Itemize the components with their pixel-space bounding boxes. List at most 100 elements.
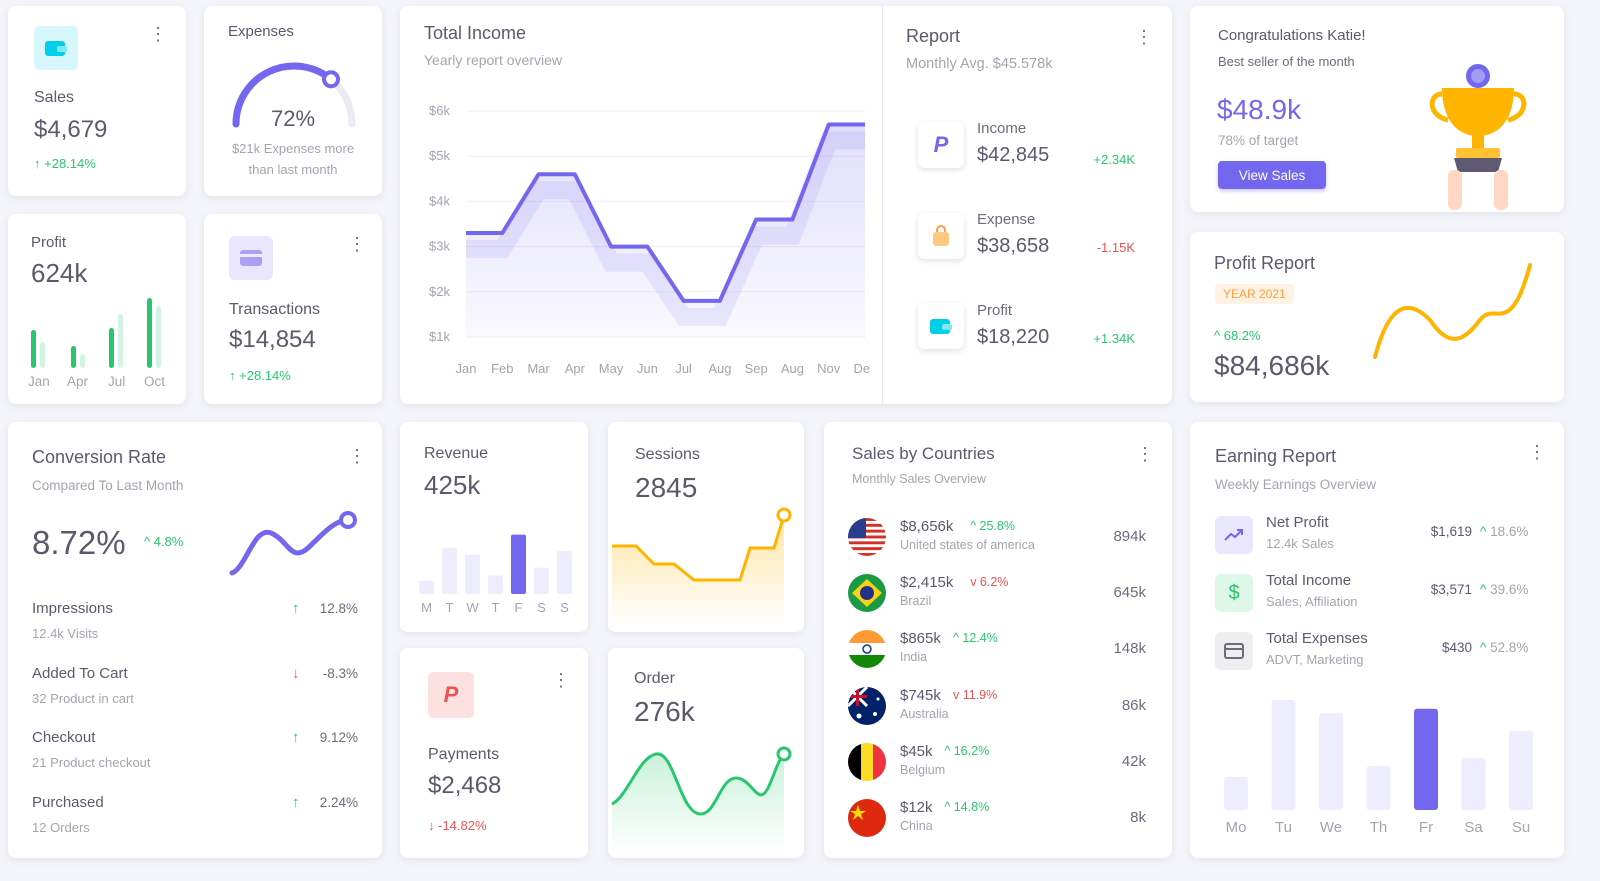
earning-day-label: Tu: [1275, 819, 1292, 836]
revenue-value: 425k: [424, 470, 481, 500]
profit-report-card: Profit Report YEAR 2021 ^ 68.2% $84,686k: [1190, 232, 1564, 402]
x-tick-label: Jun: [637, 361, 658, 376]
profit-report-line-chart: [1373, 263, 1532, 359]
arrow-up-icon: ↑: [229, 368, 240, 383]
revenue-day-label: S: [560, 600, 569, 615]
revenue-bar: [465, 554, 480, 594]
metric-sub: 32 Product in cart: [32, 690, 134, 706]
sales-value: $4,679: [34, 116, 108, 143]
revenue-day-label: S: [537, 600, 546, 615]
earning-bar: [1224, 777, 1248, 810]
x-tick-label: Apr: [565, 361, 586, 376]
revenue-day-label: T: [446, 600, 454, 615]
x-tick-label: Sep: [745, 361, 768, 376]
report-subtitle: Monthly Avg. $45.578k: [906, 56, 1053, 72]
earning-subtitle: Weekly Earnings Overview: [1215, 477, 1377, 492]
credit-card-icon: [229, 236, 273, 280]
year-badge: YEAR 2021: [1215, 284, 1294, 304]
revenue-day-label: M: [421, 600, 432, 615]
revenue-label: Revenue: [424, 445, 489, 462]
profit-value: 624k: [31, 258, 88, 288]
total-income-chart: $6k $5k $4k $3k $2k $1k Jan Feb Mar Apr May Jun Jul A…: [429, 103, 870, 376]
countries-menu-button[interactable]: [1136, 444, 1152, 464]
country-amount: $865k: [900, 630, 941, 648]
congrats-value: $48.9k: [1217, 94, 1302, 125]
earning-bar: [1366, 766, 1391, 810]
order-value: 276k: [634, 696, 695, 727]
earning-bar-chart: Mo Tu We Th Fr Sa Su: [1224, 700, 1533, 836]
report-profit-change: +1.34K: [1093, 331, 1135, 346]
vertical-divider: [882, 6, 883, 404]
profit-report-change: ^ 68.2%: [1214, 328, 1261, 343]
country-change: v 6.2%: [970, 575, 1009, 590]
earning-day-label: Fr: [1419, 819, 1433, 836]
earning-change: ^ 39.6%: [1480, 582, 1529, 597]
metric-label: Impressions: [32, 600, 113, 617]
transactions-menu-button[interactable]: [348, 234, 364, 254]
payments-change: ↓ -14.82%: [428, 818, 487, 833]
credit-card-icon: [1215, 632, 1253, 670]
arrow-up-icon: ↑: [292, 729, 300, 746]
view-sales-button[interactable]: View Sales: [1218, 161, 1326, 189]
earning-bar: [1271, 700, 1296, 810]
gauge-knob: [322, 70, 340, 89]
shopping-bag-icon: [918, 213, 964, 259]
chevron-down-icon: v: [970, 575, 980, 590]
australia-flag-icon: [848, 686, 886, 725]
report-expense-label: Expense: [977, 211, 1036, 228]
earning-menu-button[interactable]: [1528, 442, 1544, 462]
country-name: Brazil: [900, 594, 932, 609]
revenue-bar: [442, 547, 457, 594]
country-name: United states of america: [900, 538, 1035, 552]
expenses-gauge: [232, 62, 356, 128]
metric-arrow: ↑: [292, 729, 300, 746]
x-tick-label: Aug: [781, 361, 804, 376]
order-card: Order 276k: [608, 648, 804, 858]
earning-bar: [1509, 730, 1533, 810]
x-tick-label: Mar: [527, 361, 550, 376]
sessions-label: Sessions: [635, 446, 700, 463]
sales-label: Sales: [34, 89, 75, 106]
expenses-label: Expenses: [228, 23, 294, 40]
congrats-subtitle: Best seller of the month: [1218, 54, 1355, 69]
y-tick-label: $2k: [429, 284, 450, 299]
sales-menu-button[interactable]: [149, 24, 165, 44]
sales-change: ↑ +28.14%: [34, 156, 96, 171]
country-amount: $745k: [900, 686, 941, 704]
country-change: ^ 16.2%: [944, 743, 990, 758]
chevron-up-icon: ^: [1480, 524, 1491, 539]
report-profit-label: Profit: [977, 302, 1013, 319]
china-flag-icon: [848, 799, 886, 837]
expenses-percent: 72%: [270, 106, 316, 131]
transactions-card: Transactions $14,854 ↑ +28.14%: [204, 214, 382, 404]
income-line: [466, 122, 865, 303]
earning-sub: ADVT, Marketing: [1266, 652, 1364, 667]
profit-month-oct: Oct: [144, 374, 166, 389]
x-tick-label: Feb: [491, 361, 513, 376]
conversion-title: Conversion Rate: [32, 447, 167, 467]
conversion-line-chart: [229, 511, 357, 576]
chevron-up-icon: ^: [953, 631, 963, 646]
arrow-up-icon: ↑: [34, 156, 45, 171]
metric-change: 9.12%: [319, 730, 358, 745]
earning-value: $1,619: [1430, 524, 1472, 539]
expenses-note-1: $21k Expenses more: [231, 141, 355, 156]
country-total: 645k: [1113, 584, 1146, 602]
payments-menu-button[interactable]: [552, 670, 568, 690]
expenses-card: Expenses 72% $21k Expenses more than las…: [204, 6, 382, 196]
metric-label: Checkout: [32, 729, 96, 746]
metric-label: Purchased: [32, 793, 104, 811]
conversion-menu-button[interactable]: [348, 446, 364, 466]
earning-report-card: Earning Report Weekly Earnings Overview …: [1190, 422, 1564, 858]
conversion-rate-card: Conversion Rate Compared To Last Month 8…: [8, 422, 382, 858]
metric-label: Added To Cart: [32, 664, 128, 682]
revenue-bar: [557, 551, 572, 594]
x-tick-label: May: [599, 361, 624, 376]
arrow-up-icon: ↑: [292, 793, 300, 811]
chevron-up-icon: ^: [1480, 640, 1491, 655]
country-total: 42k: [1121, 752, 1146, 770]
chevron-down-icon: v: [953, 687, 963, 702]
report-menu-button[interactable]: [1135, 27, 1151, 47]
earning-sub: Sales, Affiliation: [1266, 594, 1358, 609]
